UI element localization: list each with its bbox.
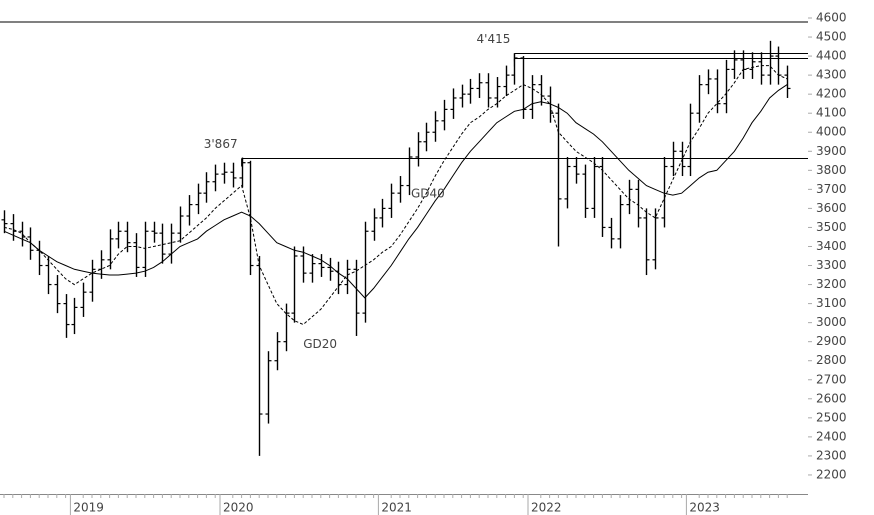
y-tick-label: 4400 (816, 49, 847, 63)
y-tick-label: 4600 (816, 11, 847, 25)
y-tick-label: 2200 (816, 467, 847, 481)
series-label: GD40 (411, 187, 445, 201)
x-tick-label: 2021 (381, 501, 412, 515)
y-tick-label: 3300 (816, 258, 847, 272)
moving-average-line (3, 65, 788, 326)
y-tick-label: 3400 (816, 239, 847, 253)
x-tick-label: 2022 (531, 501, 562, 515)
y-tick-label: 3200 (816, 277, 847, 291)
y-tick-label: 3800 (816, 163, 847, 177)
y-tick-label: 2600 (816, 391, 847, 405)
level-label: 4'415 (477, 32, 511, 46)
y-tick-label: 3100 (816, 296, 847, 310)
y-tick-label: 4000 (816, 125, 847, 139)
series-label: GD20 (303, 337, 337, 351)
y-tick-label: 4200 (816, 87, 847, 101)
x-tick-label: 2023 (689, 501, 720, 515)
y-tick-label: 3500 (816, 220, 847, 234)
y-tick-label: 2900 (816, 334, 847, 348)
y-tick-label: 3000 (816, 315, 847, 329)
y-tick-label: 4500 (816, 30, 847, 44)
y-tick-label: 3700 (816, 182, 847, 196)
y-tick-label: 4100 (816, 106, 847, 120)
x-tick-label: 2019 (73, 501, 104, 515)
y-tick-label: 2500 (816, 410, 847, 424)
y-tick-label: 2300 (816, 448, 847, 462)
y-tick-label: 4300 (816, 68, 847, 82)
level-label: 3'867 (204, 137, 238, 151)
y-tick-label: 3600 (816, 201, 847, 215)
y-tick-label: 2700 (816, 372, 847, 386)
y-tick-label: 3900 (816, 144, 847, 158)
y-tick-label: 2800 (816, 353, 847, 367)
y-tick-label: 2400 (816, 429, 847, 443)
x-tick-label: 2020 (223, 501, 254, 515)
moving-average-line (3, 84, 788, 299)
